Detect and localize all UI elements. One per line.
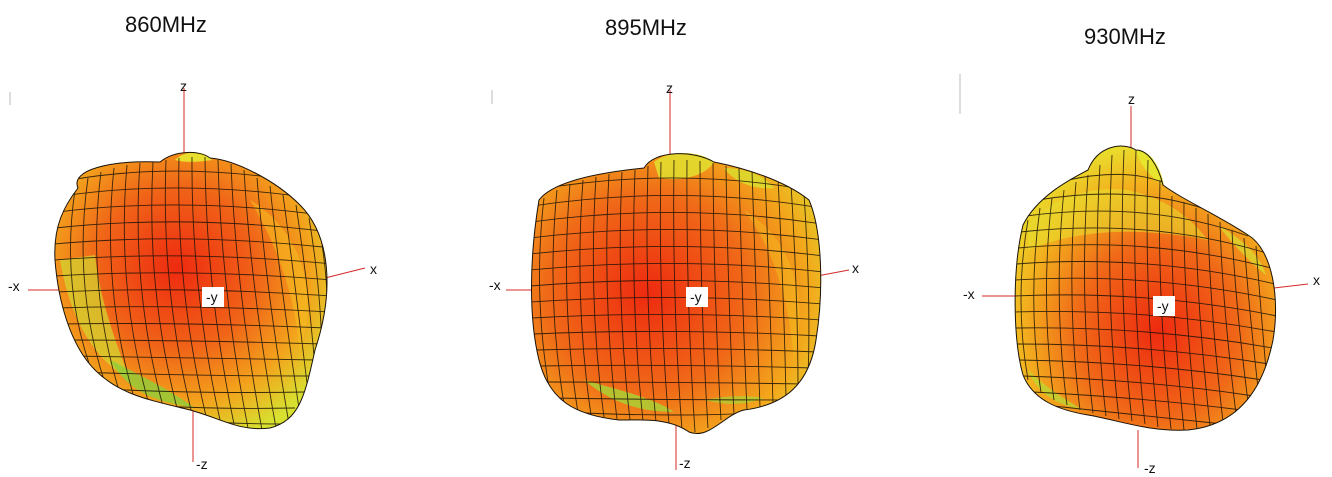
- x-axis-label: x: [852, 260, 859, 276]
- mesh-grid: [54, 156, 327, 429]
- x-axis-label: x: [1313, 272, 1320, 288]
- z-axis-label: z: [666, 80, 673, 96]
- neg-y-axis-label: -y: [690, 289, 702, 305]
- pattern-surface: [54, 152, 328, 430]
- mesh-grid: [1015, 149, 1276, 431]
- panel-title: 930MHz: [1084, 24, 1166, 49]
- pattern-surface: [1014, 145, 1277, 431]
- z-axis-label: z: [1128, 91, 1135, 107]
- radiation-pattern-plot: z -z -x x -y: [489, 80, 859, 471]
- neg-z-axis-label: -z: [1144, 460, 1156, 476]
- pattern-surface: [531, 153, 822, 435]
- neg-y-axis-label: -y: [206, 289, 218, 305]
- neg-x-axis-label: -x: [963, 286, 975, 302]
- panel-930mhz: 930MHz: [888, 0, 1332, 477]
- radiation-pattern-plot: z -z -x x -y: [959, 74, 1320, 476]
- x-axis: [1273, 283, 1309, 289]
- z-axis-label: z: [180, 78, 187, 94]
- panel-860mhz: 860MHz: [0, 0, 444, 477]
- neg-y-axis-badge: -y: [686, 287, 708, 307]
- panel-title: 860MHz: [125, 12, 207, 37]
- neg-z-axis-label: -z: [196, 456, 208, 472]
- x-axis: [816, 269, 850, 277]
- neg-y-axis-badge: -y: [1153, 296, 1175, 316]
- neg-z-axis-label: -z: [679, 455, 691, 471]
- neg-y-axis-label: -y: [1157, 298, 1169, 314]
- mesh-grid: [531, 159, 821, 433]
- x-axis-label: x: [370, 261, 377, 277]
- neg-x-axis-label: -x: [8, 278, 20, 294]
- neg-y-axis-badge: -y: [202, 287, 224, 307]
- panel-title: 895MHz: [605, 15, 687, 40]
- x-axis: [324, 267, 366, 279]
- radiation-pattern-plot: z -z -x x -y: [8, 78, 377, 472]
- panel-895mhz: 895MHz: [444, 0, 888, 477]
- neg-x-axis-label: -x: [489, 277, 501, 293]
